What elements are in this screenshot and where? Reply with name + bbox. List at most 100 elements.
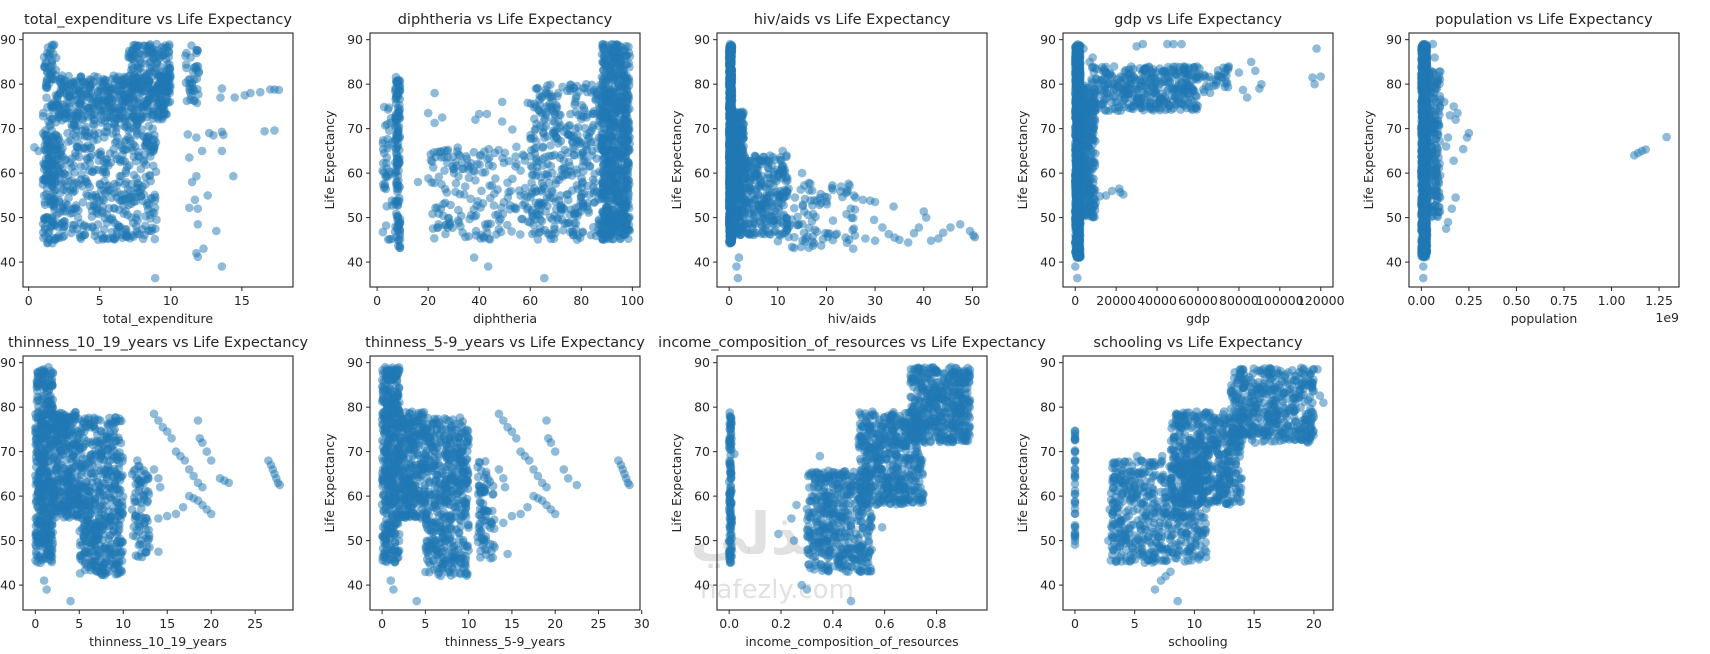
scatter-point <box>560 163 569 173</box>
subplot-title: hiv/aids vs Life Expectancy <box>754 12 951 28</box>
scatter-point <box>88 167 97 177</box>
scatter-point <box>619 67 629 76</box>
x-axis-label: diphtheria <box>473 311 537 326</box>
scatter-point <box>42 83 51 93</box>
scatter-point <box>557 203 566 212</box>
scatter-point <box>757 171 766 181</box>
scatter-point <box>938 228 948 237</box>
scatter-point <box>193 220 203 229</box>
scatter-point <box>134 64 143 74</box>
scatter-point <box>42 93 51 102</box>
scatter-point <box>622 96 632 106</box>
scatter-point <box>58 225 68 234</box>
scatter-point <box>970 232 980 242</box>
scatter-point <box>88 223 97 232</box>
scatter-point <box>52 140 61 150</box>
scatter-point <box>100 133 109 142</box>
scatter-point <box>395 214 405 224</box>
scatter-point <box>491 174 500 183</box>
x-tick-label: 20 <box>819 293 835 308</box>
scatter-point <box>38 228 48 237</box>
scatter-point <box>219 130 228 140</box>
scatter-point <box>43 213 52 222</box>
scatter-point <box>624 176 634 185</box>
scatter-point <box>550 134 559 143</box>
scatter-point <box>378 227 388 237</box>
scatter-point <box>392 88 402 98</box>
scatter-point <box>612 118 622 128</box>
scatter-point <box>71 76 80 86</box>
scatter-point <box>392 159 402 168</box>
scatter-point <box>80 230 89 240</box>
scatter-point <box>394 108 404 117</box>
scatter-point <box>599 146 608 155</box>
scatter-point <box>789 203 799 213</box>
scatter-point <box>383 235 393 244</box>
scatter-point <box>528 163 537 172</box>
scatter-point <box>383 134 392 144</box>
scatter-point <box>557 215 567 224</box>
scatter-point <box>587 151 597 160</box>
scatter-point <box>584 134 593 144</box>
scatter-point <box>733 212 743 221</box>
scatter-points <box>1071 39 1325 283</box>
scatter-point <box>577 174 586 183</box>
scatter-point <box>110 204 119 213</box>
y-tick-label: 70 <box>0 121 16 136</box>
scatter-point <box>527 178 536 188</box>
x-tick-label: 15 <box>234 293 250 308</box>
scatter-point <box>486 193 495 203</box>
scatter-point <box>94 156 104 165</box>
scatter-point <box>612 217 621 227</box>
scatter-point <box>538 143 547 152</box>
scatter-point <box>459 190 469 199</box>
scatter-point <box>134 41 144 50</box>
scatter-point <box>457 164 467 174</box>
y-tick-label: 90 <box>694 32 710 47</box>
scatter-point <box>554 88 563 98</box>
y-tick-label: 90 <box>0 32 16 47</box>
scatter-point <box>134 48 144 58</box>
scatter-point <box>532 119 541 128</box>
scatter-point <box>544 103 553 112</box>
scatter-point <box>79 222 89 231</box>
scatter-point <box>588 109 598 118</box>
scatter-point <box>537 187 546 196</box>
scatter-point <box>187 177 197 187</box>
scatter-point <box>878 223 887 232</box>
scatter-point <box>110 150 120 160</box>
scatter-point <box>870 197 880 207</box>
scatter-point <box>440 166 449 175</box>
scatter-point <box>427 178 437 187</box>
scatter-point <box>508 174 517 184</box>
x-tick-label: 0 <box>25 293 33 308</box>
y-tick-label: 70 <box>694 121 710 136</box>
scatter-point <box>520 183 530 193</box>
scatter-point <box>538 108 547 117</box>
scatter-point <box>57 116 67 125</box>
scatter-point <box>806 196 815 205</box>
scatter-point <box>889 202 898 211</box>
scatter-point <box>869 215 879 225</box>
scatter-point <box>74 87 84 97</box>
scatter-point <box>739 207 749 216</box>
scatter-point <box>485 153 494 163</box>
x-tick-label: 0 <box>725 293 733 308</box>
scatter-point <box>625 146 634 155</box>
scatter-point <box>776 190 785 200</box>
scatter-point <box>129 83 139 92</box>
scatter-point <box>60 109 70 118</box>
scatter-point <box>119 209 128 218</box>
scatter-point <box>485 235 495 244</box>
scatter-point <box>597 72 607 82</box>
scatter-point <box>783 225 792 234</box>
y-tick-label: 90 <box>347 32 363 47</box>
x-tick-label: 30 <box>867 293 883 308</box>
scatter-point <box>558 82 567 92</box>
scatter-point <box>512 142 521 152</box>
scatter-point <box>776 155 785 165</box>
scatter-point <box>570 97 580 107</box>
scatter-point <box>764 156 774 166</box>
scatter-point <box>742 228 751 238</box>
